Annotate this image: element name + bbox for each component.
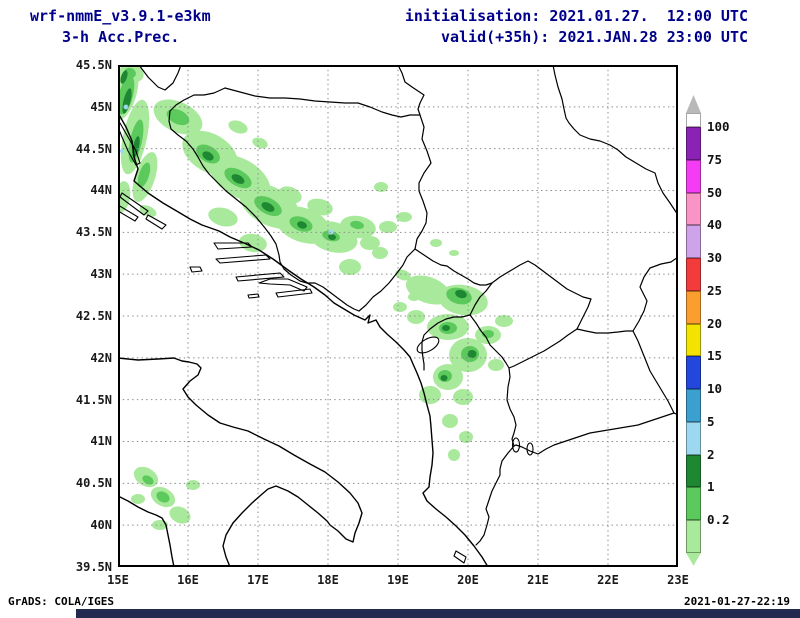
lat-tick-label: 40N [90,518,112,533]
colorbar-segment [686,127,701,160]
map-svg [109,61,679,568]
border-serbia-romania-danube [552,64,679,216]
colorbar-bottom-cap [686,552,701,566]
coastline-east-adriatic [117,112,489,568]
lon-tick-label: 16E [177,573,199,587]
lon-tick-label: 15E [107,573,129,587]
lat-tick-label: 43N [90,267,112,282]
border-bosnia-montenegro [358,248,416,312]
lat-tick-label: 41N [90,434,112,449]
border-montenegro-albania [421,314,471,371]
colorbar-top-arrow [686,95,701,113]
colorbar-tick-label: 25 [707,282,723,298]
lat-tick-label: 41.5N [75,392,112,407]
colorbar-tick-label: 40 [707,217,723,233]
islands [117,122,467,564]
bottom-strip [76,609,800,618]
colorbar-tick-label: 10 [707,381,723,396]
colorbar-tick-label: 2 [707,446,715,462]
border-montenegro-kosovo [469,282,493,316]
lon-tick-label: 21E [527,573,549,587]
lon-tick-label: 20E [457,573,479,587]
colorbar-segment [686,421,701,455]
colorbar-tick-label: 30 [707,250,723,265]
lat-tick-label: 42.5N [75,308,112,323]
lat-tick-label: 43.5N [75,225,112,240]
map-plot-area [109,61,679,568]
colorbar-tick-label: 15 [707,348,723,364]
graticule-gridlines [117,64,679,568]
colorbar-segment [686,356,701,389]
creation-timestamp: 2021-01-27-22:19 [684,595,790,608]
lat-tick-label: 45.5N [75,58,112,72]
colorbar-tick-label: 100 [707,119,730,134]
border-kosovo-macedonia [508,328,578,369]
grads-credit: GrADS: COLA/IGES [8,595,114,608]
lat-tick-label: 40.5N [75,476,112,491]
lon-tick-label: 22E [597,573,619,587]
init-time-label: initialisation: 2021.01.27. 12:00 UTC [404,7,748,25]
lon-tick-label: 23E [667,573,689,587]
lon-tick-label: 19E [387,573,409,587]
valid-time-label: valid(+35h): 2021.JAN.28 23:00 UTC [440,28,748,46]
lat-tick-label: 45N [90,99,112,114]
border-macedonia-greece [513,412,675,455]
colorbar-tick-label: 5 [707,413,715,429]
lat-tick-label: 39.5N [75,559,112,574]
model-title: wrf-nmmE_v3.9.1-e3km [30,7,211,25]
lon-tick-label: 17E [247,573,269,587]
border-kosovo-albania [469,314,510,369]
colorbar-segment [686,520,701,553]
colorbar-tick-label: 20 [707,315,723,331]
colorbar-tick-label: 0.2 [707,512,730,527]
colorbar-segment [686,113,701,127]
lat-tick-label: 44N [90,183,112,198]
border-kosovo-serbia [491,260,592,330]
map-frame [118,65,678,567]
border-slovenia-croatia [138,64,182,91]
colorbar-segment [686,487,701,520]
colorbar-segment [686,389,701,422]
lat-tick-label: 44.5N [75,141,112,156]
colorbar-tick-label: 50 [707,184,723,200]
colorbar-segment [686,225,701,258]
border-albania-greece [475,445,515,546]
colorbar-segment [686,258,701,291]
colorbar-segment [686,454,701,488]
coastline-italy-tyrrhenian [117,495,175,568]
product-title: 3-h Acc.Prec. [62,28,180,46]
colorbar-segment [686,323,701,357]
colorbar-segment [686,192,701,226]
lon-tick-label: 18E [317,573,339,587]
lat-tick-label: 42N [90,350,112,365]
border-serbia-bulgaria [632,256,679,332]
colorbar-segment [686,290,701,324]
colorbar-tick-label: 1 [707,479,715,495]
border-albania-macedonia [506,367,517,447]
coastline-italy-adriatic [117,357,363,568]
border-bosnia-sava-drina [224,87,432,250]
colorbar-segment [686,159,701,193]
border-montenegro-serbia [414,248,493,286]
border-macedonia-bulgaria [632,330,675,414]
colorbar-tick-label: 75 [707,151,723,167]
precip-dark-shading [120,70,477,381]
border-croatia-serbia [397,64,425,116]
country-borders [138,64,679,546]
border-croatia-bosnia [168,87,360,312]
border-serbia-macedonia [576,328,634,334]
